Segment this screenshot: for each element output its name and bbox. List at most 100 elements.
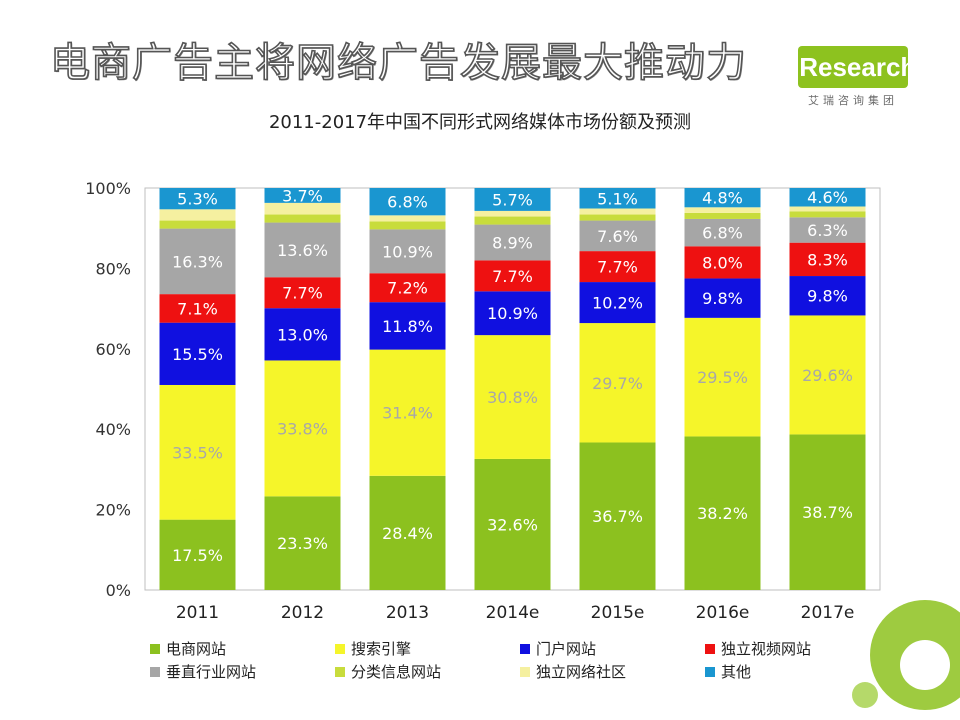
bar-segment xyxy=(474,188,551,211)
decorative-circle xyxy=(852,682,878,708)
bar-segment xyxy=(579,282,656,324)
x-tick-label: 2011 xyxy=(176,603,219,623)
data-label: 5.1% xyxy=(597,189,638,208)
decorative-circle xyxy=(900,640,950,690)
slide-title: 电商广告主将网络广告发展最大推动力 xyxy=(49,39,747,87)
legend-label: 电商网站 xyxy=(166,640,227,658)
data-label: 7.7% xyxy=(282,284,323,303)
bar-segment xyxy=(579,323,656,443)
bar-segment xyxy=(264,222,341,278)
bar-segment xyxy=(684,436,761,590)
x-tick-label: 2016e xyxy=(696,603,750,623)
legend-item: 独立视频网站 xyxy=(705,638,870,659)
data-label: 17.5% xyxy=(172,546,223,565)
logo-subtitle: 艾瑞咨询集团 xyxy=(808,94,898,107)
data-label: 23.3% xyxy=(277,534,328,553)
bar-segment xyxy=(789,276,866,316)
bar-segment xyxy=(684,218,761,247)
bar-segment xyxy=(369,302,446,350)
bar-segment xyxy=(369,349,446,476)
y-tick-label: 100% xyxy=(85,179,131,198)
data-label: 8.9% xyxy=(492,233,533,252)
data-label: 10.2% xyxy=(592,294,643,313)
data-label: 29.7% xyxy=(592,374,643,393)
bar-segment xyxy=(264,188,341,203)
data-label: 4.6% xyxy=(807,188,848,207)
y-tick-label: 20% xyxy=(95,501,131,520)
bar-segment xyxy=(789,242,866,277)
bar-segment xyxy=(159,220,236,229)
data-label: 7.6% xyxy=(597,227,638,246)
y-tick-label: 80% xyxy=(95,259,131,278)
data-label: 13.0% xyxy=(277,325,328,344)
bar-segment xyxy=(789,211,866,218)
bar-segment xyxy=(159,188,236,210)
bar-segment xyxy=(474,335,551,459)
data-label: 13.6% xyxy=(277,241,328,260)
legend-swatch xyxy=(335,643,345,654)
bar-segment xyxy=(579,442,656,590)
bar-segment xyxy=(369,475,446,590)
x-tick-label: 2017e xyxy=(801,603,855,623)
y-tick-label: 60% xyxy=(95,340,131,359)
x-tick-label: 2013 xyxy=(386,603,429,623)
bar-segment xyxy=(369,215,446,222)
bar-segment xyxy=(159,519,236,590)
data-label: 7.2% xyxy=(387,279,428,298)
data-label: 10.9% xyxy=(487,304,538,323)
data-label: 6.8% xyxy=(702,224,743,243)
legend-label: 独立网络社区 xyxy=(536,663,627,681)
bar-segment xyxy=(579,188,656,209)
data-label: 7.1% xyxy=(177,299,218,318)
legend-label: 搜索引擎 xyxy=(351,640,412,658)
legend-label: 分类信息网站 xyxy=(351,663,442,681)
legend-item: 独立网络社区 xyxy=(520,661,705,682)
bar-segment xyxy=(159,209,236,221)
legend-swatch xyxy=(150,643,160,654)
data-label: 9.8% xyxy=(702,289,743,308)
bar-segment xyxy=(369,221,446,230)
bar-segment xyxy=(789,217,866,243)
legend-item: 垂直行业网站 xyxy=(150,661,335,682)
bar-segment xyxy=(789,188,866,207)
data-label: 30.8% xyxy=(487,388,538,407)
chart-legend: 电商网站 搜索引擎 门户网站 独立视频网站 垂直行业网站 分类信息网站 独立网络社区 其他 xyxy=(150,638,870,682)
bar-segment xyxy=(159,294,236,323)
legend-swatch xyxy=(520,643,530,654)
data-label: 16.3% xyxy=(172,252,223,271)
legend-swatch xyxy=(520,666,530,677)
data-label: 33.5% xyxy=(172,443,223,462)
data-label: 7.7% xyxy=(597,258,638,277)
data-label: 31.4% xyxy=(382,404,433,423)
bar-segment xyxy=(474,224,551,261)
bar-segment xyxy=(684,317,761,437)
data-label: 28.4% xyxy=(382,524,433,543)
data-label: 33.8% xyxy=(277,419,328,438)
bar-segment xyxy=(264,308,341,361)
bar-segment xyxy=(474,291,551,336)
legend-item: 门户网站 xyxy=(520,638,705,659)
x-tick-label: 2014e xyxy=(486,603,540,623)
x-tick-label: 2015e xyxy=(591,603,645,623)
chart-title: 2011-2017年中国不同形式网络媒体市场份额及预测 xyxy=(268,112,692,133)
legend-swatch xyxy=(150,666,160,677)
data-label: 6.3% xyxy=(807,221,848,240)
y-tick-label: 40% xyxy=(95,420,131,439)
logo-background xyxy=(798,46,908,88)
data-label: 8.3% xyxy=(807,250,848,269)
bar-segment xyxy=(789,434,866,590)
bar-segment xyxy=(684,207,761,213)
data-label: 15.5% xyxy=(172,345,223,364)
legend-item: 分类信息网站 xyxy=(335,661,520,682)
bar-segment xyxy=(474,260,551,292)
bar-segment xyxy=(579,220,656,252)
data-label: 9.8% xyxy=(807,287,848,306)
bar-segment xyxy=(369,188,446,216)
legend-label: 垂直行业网站 xyxy=(166,663,257,681)
data-label: 29.6% xyxy=(802,366,853,385)
legend-swatch xyxy=(335,666,345,677)
data-label: 36.7% xyxy=(592,507,643,526)
data-label: 6.8% xyxy=(387,193,428,212)
x-tick-label: 2012 xyxy=(281,603,324,623)
